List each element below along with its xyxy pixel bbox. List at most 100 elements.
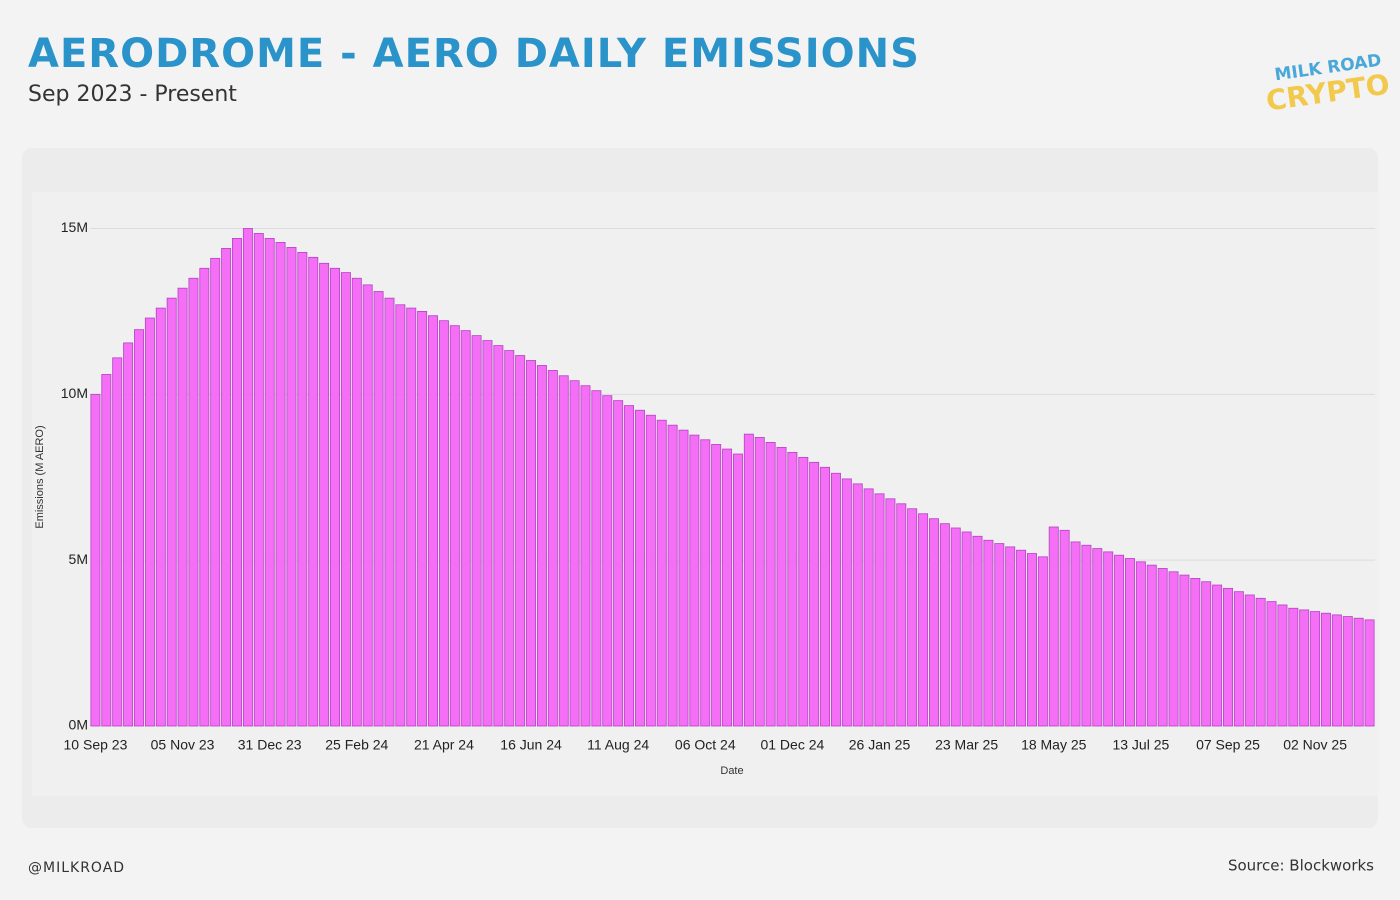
x-tick-label: 02 Nov 25 bbox=[1283, 737, 1347, 753]
bar bbox=[275, 242, 286, 727]
y-axis-label: Emissions (M AERO) bbox=[34, 425, 46, 528]
bar bbox=[1146, 564, 1157, 727]
y-tick-label: 0M bbox=[69, 717, 88, 733]
bar bbox=[1168, 571, 1179, 727]
bar bbox=[1299, 609, 1310, 727]
bar bbox=[743, 433, 754, 727]
bar bbox=[885, 498, 896, 727]
bar bbox=[1353, 617, 1364, 727]
bar bbox=[428, 315, 439, 727]
bar bbox=[1114, 554, 1125, 727]
bar bbox=[1135, 561, 1146, 727]
bar bbox=[1059, 529, 1070, 727]
bar bbox=[330, 267, 340, 727]
bar bbox=[928, 518, 939, 727]
bar bbox=[155, 307, 166, 727]
bar bbox=[188, 277, 199, 727]
bar bbox=[1070, 541, 1081, 727]
bar bbox=[384, 297, 395, 727]
chart-subtitle: Sep 2023 - Present bbox=[28, 82, 237, 107]
bar bbox=[460, 330, 471, 727]
footer-handle: @MILKROAD bbox=[28, 860, 125, 876]
bar bbox=[482, 340, 493, 727]
bar bbox=[1081, 544, 1092, 727]
bar bbox=[1157, 568, 1168, 727]
bar bbox=[264, 238, 275, 727]
bar bbox=[754, 437, 765, 727]
bar bbox=[689, 434, 700, 727]
x-tick-label: 13 Jul 25 bbox=[1112, 737, 1169, 753]
bar bbox=[526, 360, 537, 727]
bar bbox=[373, 291, 384, 727]
bar bbox=[841, 478, 852, 727]
x-tick-label: 05 Nov 23 bbox=[151, 737, 215, 753]
bar bbox=[438, 320, 449, 727]
bar bbox=[1364, 619, 1375, 727]
bar bbox=[232, 238, 242, 727]
bar bbox=[624, 405, 635, 727]
bar bbox=[580, 385, 591, 727]
bar bbox=[1190, 578, 1201, 727]
bar bbox=[1310, 611, 1321, 727]
bar bbox=[569, 380, 580, 727]
x-tick-label: 25 Feb 24 bbox=[325, 737, 388, 753]
bar bbox=[950, 527, 961, 727]
bar bbox=[417, 311, 428, 727]
bar bbox=[1321, 612, 1331, 727]
bar bbox=[221, 247, 232, 727]
bar bbox=[1016, 549, 1027, 727]
bar bbox=[177, 287, 188, 727]
bar bbox=[939, 523, 950, 727]
bar bbox=[1342, 616, 1353, 727]
bar bbox=[547, 370, 558, 727]
y-tick-label: 5M bbox=[69, 551, 88, 567]
bar bbox=[242, 228, 253, 727]
bar bbox=[286, 246, 297, 727]
bar bbox=[1331, 614, 1342, 727]
footer-source: Source: Blockworks bbox=[1228, 857, 1374, 875]
x-tick-label: 26 Jan 25 bbox=[849, 737, 911, 753]
bar bbox=[319, 262, 330, 727]
bar bbox=[678, 429, 689, 727]
bar bbox=[406, 307, 417, 727]
bar bbox=[1048, 526, 1059, 727]
bar bbox=[994, 543, 1005, 727]
bar bbox=[776, 446, 787, 727]
bar bbox=[874, 493, 885, 727]
x-tick-label: 10 Sep 23 bbox=[64, 737, 128, 753]
bar bbox=[645, 414, 656, 727]
bar bbox=[471, 335, 482, 727]
bar bbox=[1277, 604, 1288, 727]
bar bbox=[1103, 551, 1114, 727]
bar bbox=[1255, 597, 1266, 727]
bar bbox=[907, 508, 918, 727]
x-tick-label: 31 Dec 23 bbox=[238, 737, 302, 753]
bar bbox=[1037, 556, 1048, 727]
bar bbox=[961, 531, 972, 727]
bar bbox=[90, 393, 101, 727]
bar bbox=[1288, 607, 1299, 727]
x-tick-label: 21 Apr 24 bbox=[414, 737, 474, 753]
bar bbox=[112, 357, 123, 727]
bar bbox=[558, 375, 569, 727]
bar bbox=[134, 329, 144, 727]
bar bbox=[362, 284, 373, 727]
bar bbox=[1005, 546, 1016, 727]
bar bbox=[1223, 587, 1233, 727]
bar bbox=[613, 400, 624, 727]
bar bbox=[809, 461, 820, 727]
bar bbox=[1266, 601, 1277, 727]
x-tick-label: 07 Sep 25 bbox=[1196, 737, 1260, 753]
x-tick-label: 16 Jun 24 bbox=[500, 737, 562, 753]
bar bbox=[918, 513, 929, 727]
bar bbox=[1244, 594, 1255, 727]
bar bbox=[1026, 553, 1037, 727]
x-tick-label: 11 Aug 24 bbox=[587, 737, 649, 753]
bar bbox=[253, 233, 264, 727]
bar bbox=[983, 539, 994, 727]
bar bbox=[732, 453, 743, 727]
bar bbox=[199, 267, 210, 727]
bar bbox=[765, 442, 776, 727]
bar bbox=[591, 390, 602, 727]
